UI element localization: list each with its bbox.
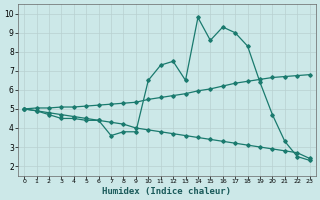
- X-axis label: Humidex (Indice chaleur): Humidex (Indice chaleur): [102, 187, 231, 196]
